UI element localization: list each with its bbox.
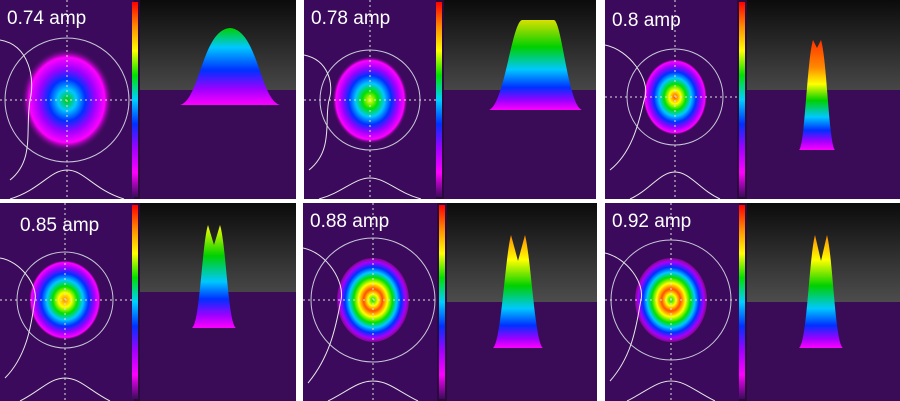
beam-spot-graphic xyxy=(0,203,134,401)
beam-profile-2d: 0.92 amp xyxy=(605,203,739,401)
current-label: 0.88 amp xyxy=(310,211,390,232)
beam-profile-2d: 0.8 amp xyxy=(605,0,737,199)
beam-panel-088: 0.88 amp xyxy=(303,203,597,401)
beam-profile-2d: 0.74 amp xyxy=(0,0,134,199)
beam-panel-08: 0.8 amp xyxy=(605,0,900,199)
beam-profile-3d xyxy=(140,0,296,199)
beam-panel-074: 0.74 amp xyxy=(0,0,296,199)
current-label: 0.92 amp xyxy=(612,211,692,232)
beam-spot-graphic xyxy=(304,0,436,199)
colorbar xyxy=(436,2,442,197)
beam-panel-078: 0.78 amp xyxy=(304,0,596,199)
colorbar xyxy=(132,2,138,197)
beam-3d-surface xyxy=(799,235,843,348)
colorbar xyxy=(132,205,138,399)
current-label: 0.8 amp xyxy=(612,10,681,31)
current-label: 0.74 amp xyxy=(7,8,87,29)
current-label: 0.78 amp xyxy=(311,8,391,29)
beam-3d-surface xyxy=(192,225,236,328)
beam-spot-graphic xyxy=(605,203,739,401)
beam-panel-092: 0.92 amp xyxy=(605,203,900,401)
colorbar xyxy=(739,2,745,197)
colorbar xyxy=(439,205,445,399)
beam-3d-surface xyxy=(489,20,582,110)
beam-profile-3d xyxy=(444,0,596,199)
beam-profile-3d xyxy=(747,0,900,199)
beam-panel-085: 0.85 amp xyxy=(0,203,296,401)
beam-spot-graphic xyxy=(0,0,134,199)
beam-profile-3d xyxy=(447,203,597,401)
beam-spot-graphic xyxy=(605,0,737,199)
beam-3d-surface xyxy=(493,235,543,348)
beam-profile-3d xyxy=(140,203,296,401)
beam-spot-graphic xyxy=(303,203,437,401)
beam-3d-surface xyxy=(799,40,835,150)
beam-profile-2d: 0.85 amp xyxy=(0,203,134,401)
colorbar xyxy=(739,205,745,399)
current-label: 0.85 amp xyxy=(20,215,100,236)
beam-profile-2d: 0.78 amp xyxy=(304,0,436,199)
beam-profile-3d xyxy=(747,203,900,401)
beam-profile-2d: 0.88 amp xyxy=(303,203,437,401)
beam-3d-surface xyxy=(180,28,280,105)
